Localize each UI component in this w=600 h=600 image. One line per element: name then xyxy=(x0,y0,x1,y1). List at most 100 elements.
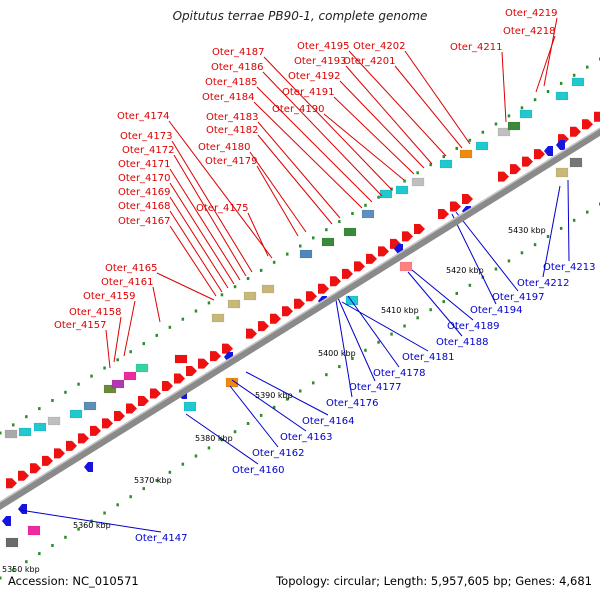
forward-gene-arrow[interactable] xyxy=(6,478,17,488)
forward-gene-arrow[interactable] xyxy=(258,321,269,331)
forward-gene-arrow[interactable] xyxy=(366,254,377,264)
forward-gene-arrow[interactable] xyxy=(402,231,413,241)
gene-feature-box[interactable] xyxy=(362,210,374,218)
gene-feature-box[interactable] xyxy=(572,78,584,86)
forward-gene-arrow[interactable] xyxy=(174,374,185,384)
forward-gene-arrow[interactable] xyxy=(270,314,281,324)
gene-feature-box[interactable] xyxy=(34,423,46,431)
forward-gene-label[interactable]: Oter_4172 xyxy=(122,145,175,156)
forward-gene-arrow[interactable] xyxy=(66,441,77,451)
reverse-gene-label[interactable]: Oter_4194 xyxy=(470,305,523,316)
gene-feature-box[interactable] xyxy=(570,158,582,167)
forward-gene-arrow[interactable] xyxy=(522,157,533,167)
reverse-gene-label[interactable]: Oter_4189 xyxy=(447,321,500,332)
gene-feature-box[interactable] xyxy=(346,296,358,305)
forward-gene-label[interactable]: Oter_4202 xyxy=(353,41,406,52)
forward-gene-arrow[interactable] xyxy=(582,119,593,129)
forward-gene-label[interactable]: Oter_4193 xyxy=(294,56,347,67)
gene-feature-box[interactable] xyxy=(396,186,408,194)
reverse-gene-label[interactable]: Oter_4177 xyxy=(349,382,402,393)
gene-feature-box[interactable] xyxy=(520,110,532,118)
forward-gene-arrow[interactable] xyxy=(414,224,425,234)
gene-feature-box[interactable] xyxy=(556,168,568,177)
forward-gene-label[interactable]: Oter_4174 xyxy=(117,111,170,122)
gene-feature-box[interactable] xyxy=(460,150,472,158)
reverse-gene-label[interactable]: Oter_4163 xyxy=(280,432,333,443)
forward-gene-arrow[interactable] xyxy=(30,463,41,473)
forward-gene-label[interactable]: Oter_4182 xyxy=(206,125,259,136)
gene-feature-box[interactable] xyxy=(112,380,124,388)
forward-gene-arrow[interactable] xyxy=(438,209,449,219)
gene-feature-box[interactable] xyxy=(184,402,196,411)
forward-gene-label[interactable]: Oter_4157 xyxy=(54,320,107,331)
reverse-gene-label[interactable]: Oter_4181 xyxy=(402,352,455,363)
forward-gene-label[interactable]: Oter_4165 xyxy=(105,263,158,274)
forward-gene-arrow[interactable] xyxy=(450,202,461,212)
gene-feature-box[interactable] xyxy=(19,428,31,436)
reverse-gene-label[interactable]: Oter_4188 xyxy=(436,337,489,348)
forward-gene-label[interactable]: Oter_4218 xyxy=(503,26,556,37)
forward-gene-arrow[interactable] xyxy=(318,284,329,294)
forward-gene-arrow[interactable] xyxy=(114,411,125,421)
reverse-gene-arrow[interactable] xyxy=(544,146,553,156)
gene-feature-box[interactable] xyxy=(175,355,187,363)
gene-feature-box[interactable] xyxy=(6,538,18,547)
forward-gene-label[interactable]: Oter_4187 xyxy=(212,47,265,58)
gene-feature-box[interactable] xyxy=(244,292,256,300)
forward-gene-arrow[interactable] xyxy=(90,426,101,436)
forward-gene-arrow[interactable] xyxy=(354,261,365,271)
forward-gene-arrow[interactable] xyxy=(150,389,161,399)
forward-gene-label[interactable]: Oter_4168 xyxy=(118,201,171,212)
gene-feature-box[interactable] xyxy=(262,285,274,293)
forward-gene-label[interactable]: Oter_4191 xyxy=(282,87,335,98)
forward-gene-label[interactable]: Oter_4159 xyxy=(83,291,136,302)
forward-gene-label[interactable]: Oter_4186 xyxy=(211,62,264,73)
forward-gene-label[interactable]: Oter_4192 xyxy=(288,71,341,82)
gene-feature-box[interactable] xyxy=(556,92,568,100)
gene-feature-box[interactable] xyxy=(322,238,334,246)
forward-gene-arrow[interactable] xyxy=(330,276,341,286)
forward-gene-label[interactable]: Oter_4173 xyxy=(120,131,173,142)
reverse-gene-arrow[interactable] xyxy=(556,140,565,150)
reverse-gene-label[interactable]: Oter_4164 xyxy=(302,416,355,427)
reverse-gene-label[interactable]: Oter_4212 xyxy=(517,278,570,289)
forward-gene-arrow[interactable] xyxy=(210,351,221,361)
forward-gene-arrow[interactable] xyxy=(342,269,353,279)
forward-gene-label[interactable]: Oter_4195 xyxy=(297,41,350,52)
forward-gene-label[interactable]: Oter_4171 xyxy=(118,159,171,170)
forward-gene-arrow[interactable] xyxy=(510,164,521,174)
forward-gene-arrow[interactable] xyxy=(306,291,317,301)
forward-gene-arrow[interactable] xyxy=(462,194,473,204)
forward-gene-arrow[interactable] xyxy=(102,418,113,428)
forward-gene-label[interactable]: Oter_4185 xyxy=(205,77,258,88)
forward-gene-arrow[interactable] xyxy=(246,329,257,339)
forward-gene-label[interactable]: Oter_4201 xyxy=(343,56,396,67)
gene-feature-box[interactable] xyxy=(28,526,40,535)
gene-feature-box[interactable] xyxy=(300,250,312,258)
gene-feature-box[interactable] xyxy=(344,228,356,236)
gene-feature-box[interactable] xyxy=(400,262,412,271)
reverse-gene-label[interactable]: Oter_4213 xyxy=(543,262,596,273)
forward-gene-label[interactable]: Oter_4169 xyxy=(118,187,171,198)
gene-feature-box[interactable] xyxy=(212,314,224,322)
gene-feature-box[interactable] xyxy=(380,190,392,198)
gene-feature-box[interactable] xyxy=(5,430,17,438)
reverse-gene-arrow[interactable] xyxy=(2,516,11,526)
forward-gene-label[interactable]: Oter_4161 xyxy=(101,277,154,288)
gene-feature-box[interactable] xyxy=(48,417,60,425)
gene-feature-box[interactable] xyxy=(412,178,424,186)
forward-gene-label[interactable]: Oter_4183 xyxy=(206,112,259,123)
gene-feature-box[interactable] xyxy=(228,300,240,308)
forward-gene-arrow[interactable] xyxy=(498,172,509,182)
gene-feature-box[interactable] xyxy=(124,372,136,380)
forward-gene-label[interactable]: Oter_4175 xyxy=(196,203,249,214)
forward-gene-arrow[interactable] xyxy=(18,471,29,481)
forward-gene-arrow[interactable] xyxy=(78,433,89,443)
forward-gene-arrow[interactable] xyxy=(198,359,209,369)
reverse-gene-label[interactable]: Oter_4176 xyxy=(326,398,379,409)
forward-gene-arrow[interactable] xyxy=(186,366,197,376)
forward-gene-arrow[interactable] xyxy=(54,448,65,458)
reverse-gene-label[interactable]: Oter_4147 xyxy=(135,533,188,544)
gene-feature-box[interactable] xyxy=(136,364,148,372)
forward-gene-arrow[interactable] xyxy=(294,299,305,309)
